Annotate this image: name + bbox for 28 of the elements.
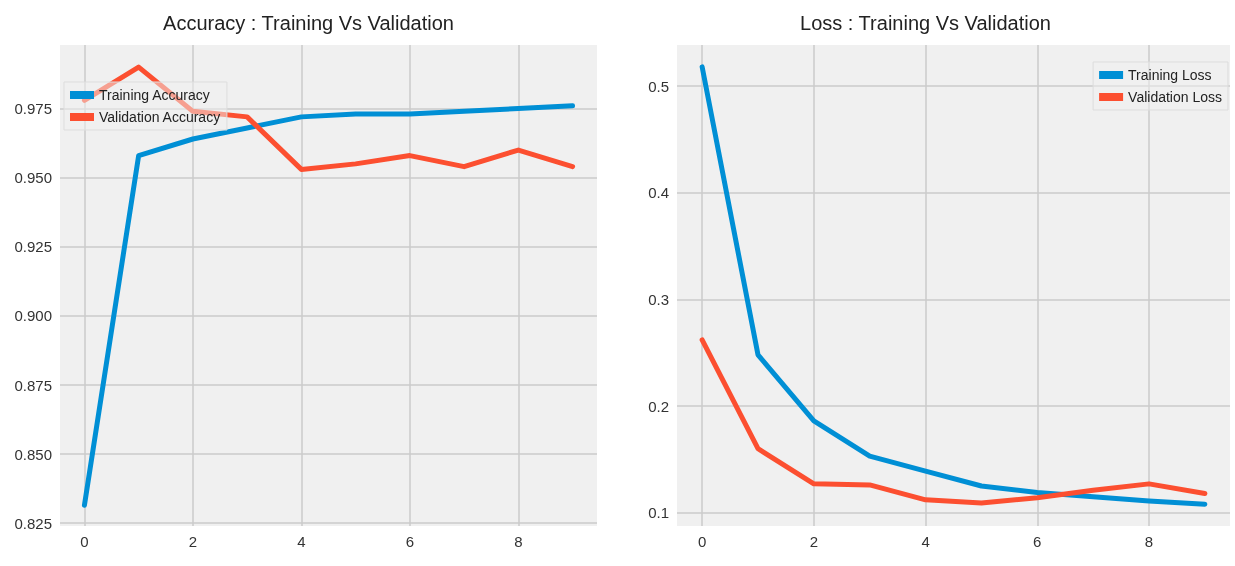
chart-title: Accuracy : Training Vs Validation <box>163 12 454 34</box>
y-tick-label: 0.5 <box>648 77 669 95</box>
y-tick-label: 0.950 <box>14 169 52 187</box>
y-tick-label: 0.4 <box>648 184 669 202</box>
y-tick-label: 0.2 <box>648 397 669 415</box>
x-tick-label: 6 <box>405 533 415 550</box>
x-tick-label: 2 <box>809 533 819 550</box>
y-tick-label: 0.825 <box>14 514 52 532</box>
legend-label: Training Accuracy <box>99 87 210 103</box>
x-tick-label: 8 <box>514 533 523 550</box>
x-tick-label: 0 <box>80 533 89 550</box>
x-tick-label: 0 <box>697 533 707 550</box>
x-tick-label: 8 <box>1144 533 1154 550</box>
y-tick-label: 0.1 <box>648 504 669 522</box>
x-tick-label: 2 <box>188 533 198 550</box>
y-tick-label: 0.900 <box>14 307 52 325</box>
y-tick-label: 0.975 <box>14 100 52 118</box>
x-tick-label: 6 <box>1033 533 1042 550</box>
legend-label: Training Loss <box>1128 67 1212 83</box>
y-tick-label: 0.850 <box>14 445 52 463</box>
x-tick-label: 4 <box>297 533 306 550</box>
chart-title: Loss : Training Vs Validation <box>800 12 1051 34</box>
x-tick-label: 4 <box>921 533 930 550</box>
legend-label: Validation Loss <box>1128 89 1223 105</box>
y-tick-label: 0.3 <box>648 290 669 308</box>
legend-label: Validation Accuracy <box>99 109 221 125</box>
y-tick-label: 0.875 <box>14 376 52 394</box>
y-tick-label: 0.925 <box>14 238 52 256</box>
